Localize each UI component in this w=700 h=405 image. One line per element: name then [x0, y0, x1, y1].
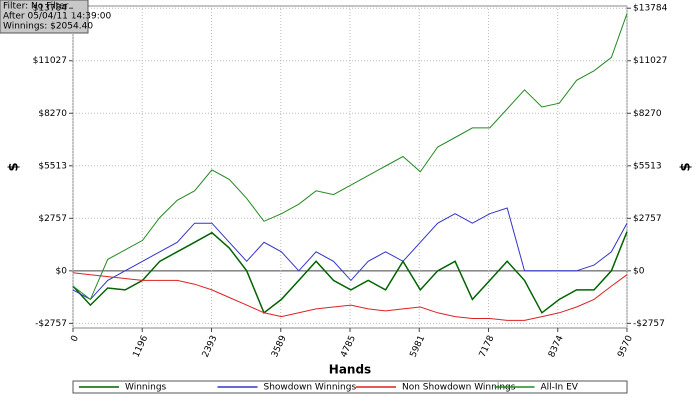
legend-label: Winnings — [125, 383, 167, 393]
legend — [72, 380, 628, 394]
info-text: Winnings: $2054.40 — [3, 22, 93, 32]
y-tick-label: $0 — [56, 266, 68, 276]
y-tick-label: $13784 — [33, 4, 68, 14]
y-axis-title-right: $ — [679, 162, 694, 171]
y-tick-label-right: -$2757 — [633, 319, 665, 329]
x-axis-title: Hands — [329, 363, 371, 377]
y-tick-label-right: $2757 — [633, 214, 662, 224]
series-line — [72, 231, 628, 314]
series-line — [72, 272, 628, 321]
y-tick-label: $5513 — [38, 161, 67, 171]
y-tick-label-right: $13784 — [633, 4, 668, 14]
x-tick-label: 0 — [69, 334, 81, 344]
y-tick-label: $2757 — [38, 214, 67, 224]
y-tick-label-right: $5513 — [633, 161, 662, 171]
y-tick-label: $11027 — [33, 56, 67, 66]
y-tick-label-right: $11027 — [633, 56, 667, 66]
legend-label: Non Showdown Winnings — [402, 383, 516, 393]
info-text: Filter: No Filter — [3, 2, 69, 12]
y-axis-title: $ — [7, 162, 22, 171]
y-tick-label: $8270 — [38, 109, 67, 119]
legend-label: Showdown Winnings — [264, 383, 357, 393]
series-line — [72, 13, 628, 301]
y-tick-label-right: $0 — [633, 266, 645, 276]
info-text: After 05/04/11 14:39:00 — [3, 12, 111, 22]
series-line — [72, 207, 628, 301]
y-tick-label-right: $8270 — [633, 109, 662, 119]
y-tick-label: -$2757 — [35, 319, 67, 329]
plot-area — [72, 5, 628, 329]
legend-label: All-In EV — [541, 383, 579, 393]
